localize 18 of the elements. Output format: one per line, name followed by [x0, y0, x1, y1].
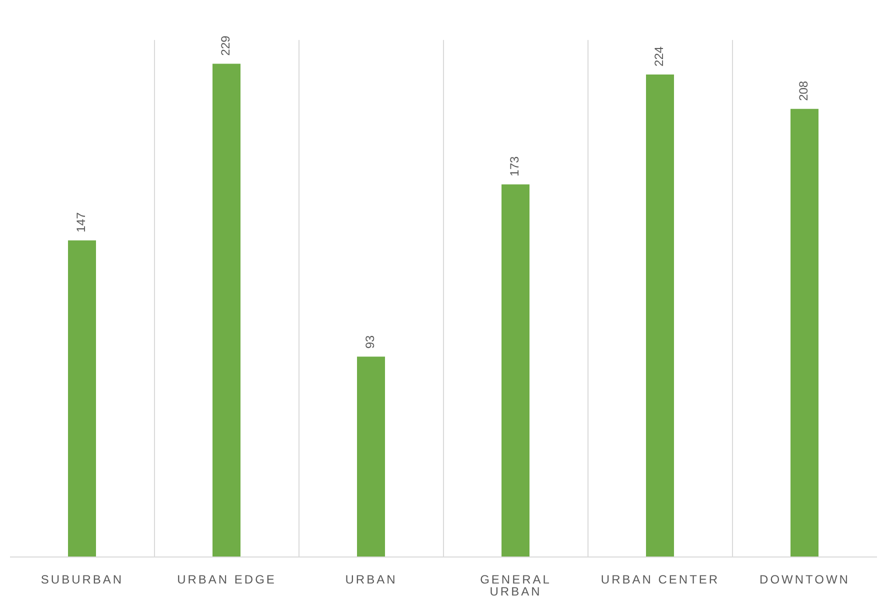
- bar: [357, 356, 385, 557]
- data-label: 224: [652, 46, 666, 66]
- bar: [502, 184, 530, 557]
- bar: [790, 108, 818, 557]
- data-label: 173: [508, 156, 522, 176]
- x-tick-label: SUBURBAN: [40, 572, 124, 587]
- bar: [646, 74, 674, 557]
- x-tick-label: URBAN: [345, 572, 398, 587]
- data-label: 208: [796, 80, 811, 101]
- data-label: 229: [218, 35, 233, 56]
- bar: [68, 240, 96, 557]
- data-label: 147: [74, 212, 88, 232]
- x-tick-label: DOWNTOWN: [760, 572, 850, 587]
- bar: [212, 64, 240, 557]
- data-label: 93: [363, 334, 378, 349]
- x-tick-label: URBAN EDGE: [177, 572, 276, 587]
- x-tick-label: URBAN CENTER: [600, 572, 720, 587]
- x-tick-label: GENERAL URBAN: [480, 572, 552, 599]
